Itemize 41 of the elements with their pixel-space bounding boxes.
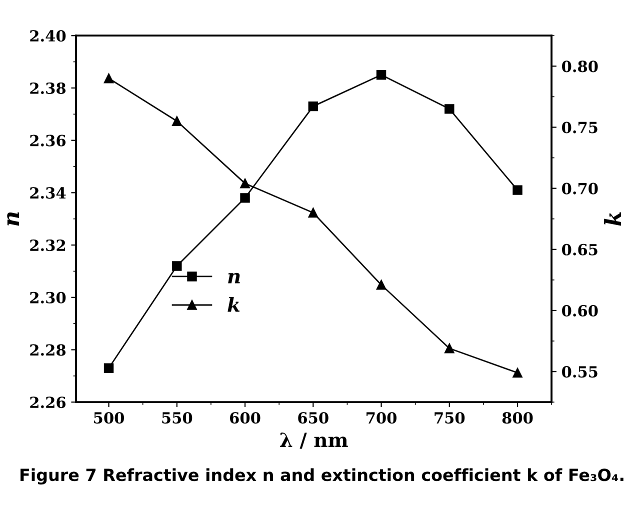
x-tick-label: 600 (230, 412, 260, 424)
point (240, 193, 250, 203)
point (240, 178, 250, 188)
y2-tick-label: 0.60 (562, 304, 598, 317)
y2-axis-title: k (604, 212, 621, 226)
y-tick-label: 2.26 (30, 396, 66, 408)
point (444, 104, 454, 114)
point (308, 208, 318, 218)
x-axis-title: λ / nm (280, 432, 348, 449)
point (308, 101, 318, 112)
y-tick-label: 2.32 (30, 240, 65, 252)
point (376, 70, 386, 80)
y-tick-label: 2.36 (30, 134, 66, 146)
legend-label: n (228, 272, 240, 284)
point (512, 368, 522, 378)
x-tick-label: 800 (502, 412, 533, 424)
x-tick-label: 650 (298, 412, 328, 424)
y2-tick-label: 0.55 (562, 366, 598, 378)
point (512, 185, 522, 195)
y-tick-label: 2.34 (30, 187, 66, 199)
x-tick-label: 500 (94, 412, 124, 424)
y2-tick-label: 0.75 (562, 122, 598, 134)
y2-tick-label: 0.65 (562, 244, 598, 256)
legend-label: k (228, 297, 240, 312)
y-axis-title: n (7, 212, 19, 226)
point (172, 261, 182, 271)
y2-tick-label: 0.80 (562, 60, 598, 72)
y-tick-label: 2.38 (30, 82, 66, 94)
caption: Figure 7 Refractive index n and extinction coefficient k of Fe₃O₄. (20, 468, 624, 485)
point (376, 280, 386, 290)
y-tick-label: 2.30 (30, 292, 66, 304)
point (104, 363, 114, 373)
x-tick-label: 700 (366, 412, 396, 424)
point (444, 344, 454, 354)
y2-tick-label: 0.70 (562, 182, 598, 194)
y-tick-label: 2.28 (30, 344, 66, 356)
x-tick-label: 750 (434, 412, 465, 424)
point (104, 74, 114, 84)
y-tick-label: 2.40 (30, 30, 66, 42)
point (172, 116, 182, 126)
x-tick-label: 550 (162, 412, 192, 424)
